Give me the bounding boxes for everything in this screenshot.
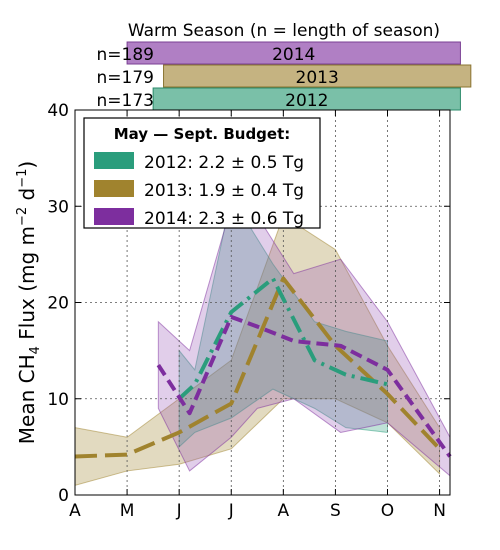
season-bar-year-label: 2012 bbox=[285, 91, 328, 111]
x-tick-label: M bbox=[120, 501, 135, 521]
y-axis-label-part: Mean CH bbox=[15, 354, 39, 444]
season-bar-2013 bbox=[163, 64, 472, 88]
legend-label: 2013: 1.9 ± 0.4 Tg bbox=[144, 181, 304, 201]
legend-label: 2012: 2.2 ± 0.5 Tg bbox=[144, 153, 304, 173]
season-panel-title: Warm Season (n = length of season) bbox=[128, 21, 440, 41]
y-axis-label-part: −1 bbox=[15, 169, 30, 188]
y-axis-label: Mean CH4 Flux (mg m−2 d−1) bbox=[15, 161, 43, 444]
season-bar-n-label: n=189 bbox=[97, 45, 154, 65]
x-tick-label: J bbox=[176, 501, 182, 521]
y-axis-label-part: d bbox=[15, 188, 39, 207]
band-2013 bbox=[74, 215, 441, 487]
series-line-2014 bbox=[156, 314, 452, 458]
x-tick-label: A bbox=[278, 501, 290, 521]
season-bar-n-label: n=173 bbox=[97, 91, 154, 111]
legend: May — Sept. Budget: 2012: 2.2 ± 0.5 Tg 201… bbox=[83, 117, 321, 229]
y-tick-label: 20 bbox=[47, 294, 69, 314]
x-tick-label: J bbox=[228, 501, 234, 521]
y-axis-label-part: 4 bbox=[28, 346, 43, 354]
series-line-2013 bbox=[74, 276, 442, 459]
legend-swatch bbox=[94, 152, 134, 169]
y-tick-label: 0 bbox=[58, 486, 69, 506]
season-panel: Warm Season (n = length of season) 2014 n… bbox=[97, 21, 472, 111]
x-tick-label: S bbox=[330, 501, 341, 521]
y-axis-label-part: Flux (mg m bbox=[15, 226, 39, 346]
legend-swatch bbox=[94, 208, 134, 225]
x-tick-label: N bbox=[433, 501, 446, 521]
legend-title: May — Sept. Budget: bbox=[114, 125, 291, 143]
y-tick-label: 30 bbox=[47, 197, 69, 217]
x-tick-label: O bbox=[381, 501, 394, 521]
legend-label: 2014: 2.3 ± 0.6 Tg bbox=[144, 209, 304, 229]
y-axis-label-part: ) bbox=[15, 161, 39, 169]
season-bar-year-label: 2014 bbox=[272, 45, 315, 65]
season-bar-n-label: n=179 bbox=[97, 68, 154, 88]
x-tick-label: A bbox=[69, 501, 81, 521]
season-bar-2014 bbox=[126, 41, 461, 65]
season-bar-year-label: 2013 bbox=[296, 68, 339, 88]
legend-swatch bbox=[94, 180, 134, 197]
series-line-2012 bbox=[177, 276, 388, 401]
y-axis-label-part: −2 bbox=[15, 207, 30, 226]
y-tick-label: 40 bbox=[47, 101, 69, 121]
y-tick-label: 10 bbox=[47, 390, 69, 410]
